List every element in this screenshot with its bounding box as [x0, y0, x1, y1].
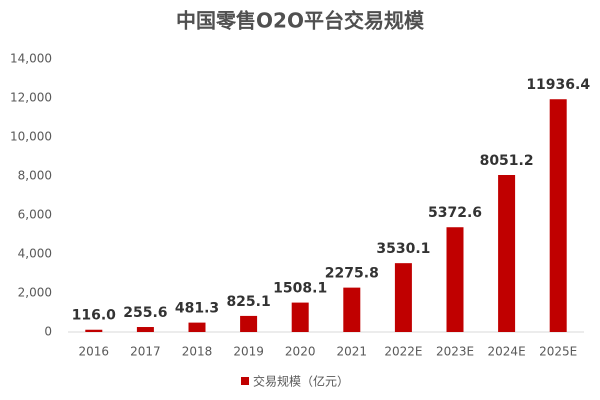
value-label: 255.6: [123, 305, 167, 321]
value-label: 3530.1: [376, 241, 430, 257]
y-tick-label: 6,000: [18, 208, 52, 222]
x-tick-label: 2019: [233, 345, 264, 359]
bar: [291, 302, 309, 332]
chart-title: 中国零售O2O平台交易规模: [176, 9, 425, 33]
value-label: 11936.4: [526, 77, 590, 93]
y-tick-label: 0: [44, 325, 52, 339]
x-tick-label: 2022E: [384, 345, 422, 359]
legend-label: 交易规模（亿元）: [253, 374, 349, 389]
y-tick-label: 12,000: [10, 91, 52, 105]
x-tick-label: 2021: [337, 345, 368, 359]
y-tick-label: 10,000: [10, 130, 52, 144]
x-tick-label: 2016: [79, 345, 110, 359]
x-tick-label: 2017: [130, 345, 161, 359]
y-tick-label: 8,000: [18, 169, 52, 183]
value-label: 5372.6: [428, 205, 482, 221]
x-tick-label: 2018: [182, 345, 213, 359]
value-label: 825.1: [226, 294, 270, 310]
value-label: 116.0: [72, 308, 117, 324]
value-label: 1508.1: [273, 281, 327, 297]
value-label: 481.3: [175, 301, 219, 317]
bar: [394, 263, 412, 332]
bar: [498, 175, 516, 332]
legend-swatch: [241, 377, 249, 385]
x-tick-label: 2025E: [539, 345, 577, 359]
bar: [240, 315, 258, 332]
x-tick-label: 2024E: [488, 345, 526, 359]
value-label: 2275.8: [325, 266, 379, 282]
bar: [549, 99, 567, 332]
value-label: 8051.2: [480, 153, 534, 169]
bar: [85, 329, 103, 332]
bar: [188, 322, 206, 332]
y-tick-label: 2,000: [18, 286, 52, 300]
bar: [136, 327, 154, 332]
x-tick-label: 2023E: [436, 345, 474, 359]
bar: [343, 287, 361, 332]
y-tick-label: 14,000: [10, 52, 52, 66]
y-tick-label: 4,000: [18, 247, 52, 261]
x-tick-label: 2020: [285, 345, 316, 359]
bar: [446, 227, 464, 332]
